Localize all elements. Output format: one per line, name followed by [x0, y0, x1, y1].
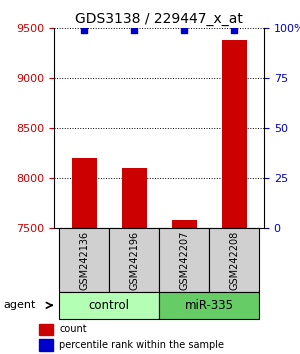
Bar	[59, 228, 109, 292]
Text: agent: agent	[3, 300, 35, 310]
Bar	[209, 228, 259, 292]
Bar	[59, 292, 159, 319]
Bar	[109, 228, 159, 292]
Bar	[159, 228, 209, 292]
Bar	[71, 158, 97, 228]
Bar	[39, 339, 52, 350]
Title: GDS3138 / 229447_x_at: GDS3138 / 229447_x_at	[75, 12, 243, 26]
Text: count: count	[59, 324, 87, 334]
Bar	[172, 220, 197, 228]
Point	[132, 28, 136, 33]
Text: percentile rank within the sample: percentile rank within the sample	[59, 340, 224, 350]
Text: GSM242136: GSM242136	[79, 230, 89, 290]
Bar	[39, 324, 52, 335]
Bar	[122, 169, 146, 228]
Text: GSM242196: GSM242196	[129, 230, 139, 290]
Bar	[159, 292, 259, 319]
Bar	[221, 40, 247, 228]
Point	[232, 28, 236, 33]
Text: GSM242208: GSM242208	[229, 230, 239, 290]
Text: control: control	[88, 299, 130, 312]
Point	[182, 28, 186, 33]
Point	[82, 28, 86, 33]
Text: GSM242207: GSM242207	[179, 230, 189, 290]
Text: miR-335: miR-335	[184, 299, 233, 312]
